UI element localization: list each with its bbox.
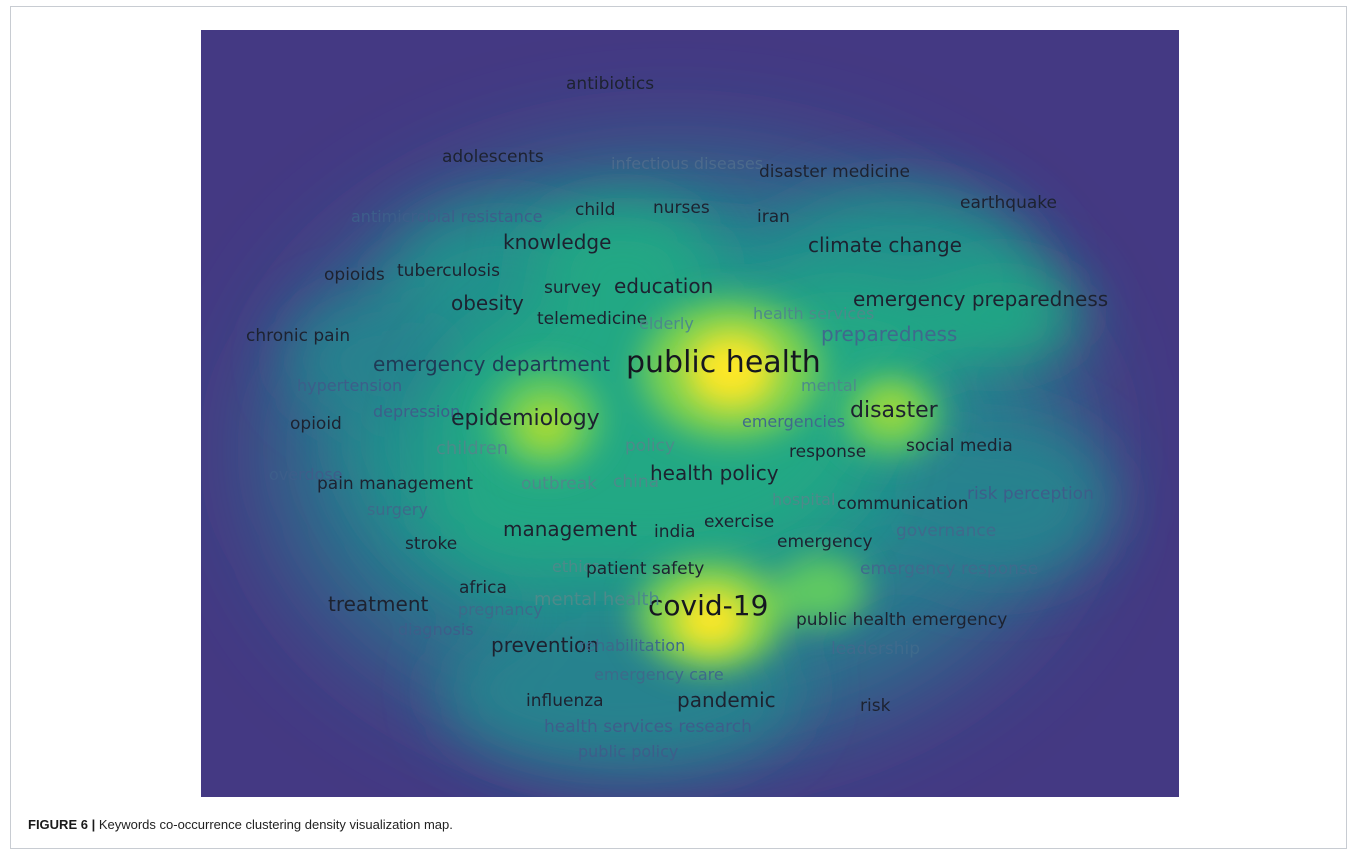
keyword-label: emergency preparedness [853,287,1109,311]
keyword-label: pain management [317,474,473,494]
keyword-label: treatment [328,592,429,616]
keyword-label: infectious diseases [611,154,764,173]
keyword-label: hypertension [297,376,403,395]
keyword-label: emergency department [373,352,611,376]
keyword-label: telemedicine [537,309,648,329]
keyword-label: tuberculosis [397,261,500,281]
keyword-label: antimicrobial resistance [351,207,543,226]
keyword-label: emergency response [860,559,1039,579]
keyword-label: governance [896,521,997,541]
keyword-label: opioid [290,414,342,434]
keyword-label: pandemic [677,688,776,712]
density-map: antibiotics adolescents infectious disea… [201,30,1179,797]
keyword-label: prevention [491,633,599,657]
keyword-label: china [613,472,660,492]
keyword-label: education [614,274,714,298]
keyword-label: ethics [552,557,600,576]
keyword-label: diagnosis [398,620,474,639]
keyword-label: earthquake [960,193,1057,213]
keyword-label: knowledge [503,230,612,254]
keyword-label: hospital [772,490,836,509]
keyword-label: epidemiology [451,406,600,431]
keyword-label: emergency care [594,665,724,684]
keyword-label: disaster medicine [759,162,910,182]
keyword-label: risk perception [967,484,1094,504]
keyword-label: leadership [831,639,920,659]
keyword-label: public health emergency [796,610,1008,630]
keyword-label: children [436,438,509,459]
keyword-label: health services [753,304,875,323]
keyword-label: patient safety [586,559,705,579]
keyword-label: surgery [367,500,428,519]
keyword-label: preparedness [821,322,958,346]
keyword-label: health services research [544,717,752,737]
keyword-label: emergencies [742,412,846,431]
density-heatmap [201,30,1179,797]
keyword-label: public health [626,345,821,380]
keyword-label: chronic pain [246,326,351,346]
keyword-label: child [575,200,616,220]
keyword-label: obesity [451,291,524,315]
figure-caption: FIGURE 6 | Keywords co-occurrence cluste… [28,817,453,832]
keyword-label: risk [860,696,891,716]
keyword-label: mental health [534,589,660,610]
keyword-label: mental [801,376,858,395]
keyword-label: overdose [269,465,343,484]
keyword-label: elderly [639,314,694,333]
keyword-label: public policy [578,742,679,761]
keyword-label: emergency [777,532,873,552]
figure-caption-text: Keywords co-occurrence clustering densit… [95,817,453,832]
figure-caption-label: FIGURE 6 | [28,817,96,832]
keyword-label: stroke [405,534,458,554]
keyword-label: adolescents [442,147,544,167]
keyword-label: opioids [324,265,385,285]
keyword-label: depression [373,402,461,421]
keyword-label: antibiotics [566,74,655,94]
keyword-label: pregnancy [458,600,543,619]
keyword-label: response [789,442,867,462]
keyword-label: influenza [526,691,604,711]
keyword-label: exercise [704,512,775,532]
keyword-label: management [503,517,637,541]
keyword-label: survey [544,278,602,298]
keyword-label: nurses [653,198,710,218]
keyword-label: health policy [650,461,779,485]
keyword-label: climate change [808,233,962,257]
keyword-label: rehabilitation [579,636,686,655]
keyword-label: africa [459,578,507,598]
keyword-label: policy [625,436,676,456]
keyword-label: iran [757,207,790,227]
keyword-label: india [654,522,696,542]
keyword-label: social media [906,436,1013,456]
keyword-label: disaster [850,398,938,423]
keyword-label: outbreak [521,474,597,494]
keyword-label: communication [837,494,969,514]
figure-frame: antibiotics adolescents infectious disea… [10,6,1347,849]
keyword-label: covid-19 [648,589,769,622]
